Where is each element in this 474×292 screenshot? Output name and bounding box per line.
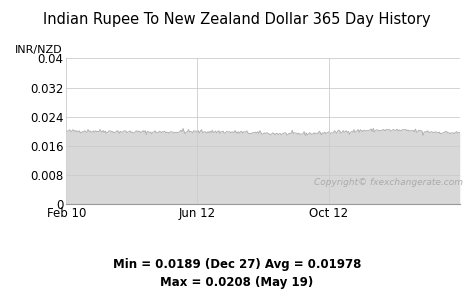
Text: INR/NZD: INR/NZD — [15, 46, 63, 55]
Text: Copyright© fxexchangerate.com: Copyright© fxexchangerate.com — [314, 178, 463, 187]
Text: Max = 0.0208 (May 19): Max = 0.0208 (May 19) — [160, 276, 314, 289]
Text: Min = 0.0189 (Dec 27) Avg = 0.01978: Min = 0.0189 (Dec 27) Avg = 0.01978 — [113, 258, 361, 272]
Text: Indian Rupee To New Zealand Dollar 365 Day History: Indian Rupee To New Zealand Dollar 365 D… — [43, 12, 431, 27]
